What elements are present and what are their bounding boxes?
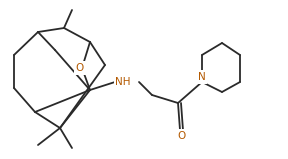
Text: O: O	[76, 63, 84, 73]
Text: O: O	[177, 131, 185, 141]
Text: NH: NH	[115, 77, 131, 87]
Text: N: N	[198, 72, 206, 82]
